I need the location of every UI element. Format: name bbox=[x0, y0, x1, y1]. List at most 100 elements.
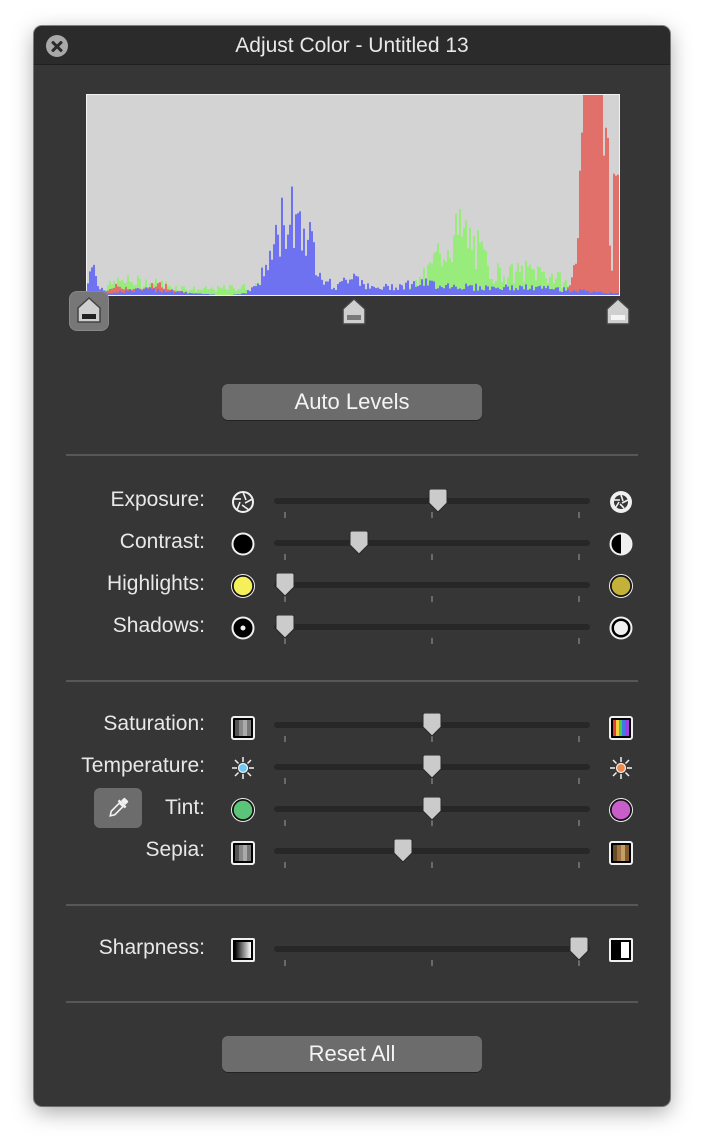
handle-shape bbox=[342, 297, 366, 325]
green-channel-bar bbox=[145, 279, 147, 295]
blue-channel-bar bbox=[371, 286, 373, 295]
red-channel-bar bbox=[591, 95, 593, 295]
sepia-slider[interactable] bbox=[274, 848, 590, 854]
green-channel-bar bbox=[131, 282, 133, 295]
green-channel-bar bbox=[533, 269, 535, 295]
blue-channel-bar bbox=[339, 281, 341, 295]
blue-channel-bar bbox=[233, 294, 235, 295]
red-channel-bar bbox=[569, 285, 571, 295]
contrast-slider-thumb[interactable] bbox=[348, 530, 370, 555]
sharpness-slider-thumb[interactable] bbox=[568, 936, 590, 961]
red-channel-bar bbox=[151, 283, 153, 295]
sharp-square-icon bbox=[609, 938, 633, 962]
temperature-slider-thumb[interactable] bbox=[421, 754, 443, 779]
green-channel-bar bbox=[543, 271, 545, 295]
reset-all-button[interactable]: Reset All bbox=[222, 1036, 482, 1072]
close-icon[interactable] bbox=[46, 35, 68, 57]
blue-channel-bar bbox=[415, 286, 417, 295]
blue-channel-bar bbox=[189, 292, 191, 295]
green-channel-bar bbox=[245, 289, 247, 295]
blue-channel-bar bbox=[477, 290, 479, 295]
slider-tick bbox=[284, 554, 286, 560]
blue-channel-bar bbox=[311, 231, 313, 295]
shadows-slider[interactable] bbox=[274, 624, 590, 630]
red-channel-bar bbox=[571, 277, 573, 295]
saturation-slider-thumb[interactable] bbox=[421, 712, 443, 737]
blue-channel-bar bbox=[517, 289, 519, 295]
green-channel-bar bbox=[219, 287, 221, 295]
blue-channel-bar bbox=[357, 276, 359, 295]
blue-channel-bar bbox=[617, 293, 619, 295]
blue-channel-bar bbox=[115, 292, 117, 295]
blue-channel-bar bbox=[411, 284, 413, 295]
blue-channel-bar bbox=[239, 294, 241, 295]
shadows-slider-thumb[interactable] bbox=[274, 614, 296, 639]
blue-channel-bar bbox=[577, 292, 579, 295]
highlights-label: Highlights: bbox=[106, 572, 205, 595]
blue-channel-bar bbox=[261, 267, 263, 295]
green-channel-bar bbox=[221, 288, 223, 295]
blue-channel-bar bbox=[553, 289, 555, 295]
blue-channel-bar bbox=[205, 293, 207, 295]
blue-channel-bar bbox=[491, 286, 493, 295]
blue-channel-bar bbox=[501, 289, 503, 295]
auto-levels-button[interactable]: Auto Levels bbox=[222, 384, 482, 420]
blue-channel-bar bbox=[607, 293, 609, 295]
blue-channel-bar bbox=[337, 284, 339, 295]
green-channel-bar bbox=[469, 227, 471, 295]
slider-tick bbox=[578, 638, 580, 644]
blue-channel-bar bbox=[473, 290, 475, 295]
red-channel-bar bbox=[615, 175, 617, 295]
green-channel-bar bbox=[199, 289, 201, 295]
red-channel-bar bbox=[577, 238, 579, 295]
blue-channel-bar bbox=[471, 285, 473, 295]
blue-channel-bar bbox=[135, 288, 137, 295]
slider-tick bbox=[431, 596, 433, 602]
gray-point-handle[interactable] bbox=[341, 297, 367, 326]
green-channel-bar bbox=[529, 264, 531, 295]
blue-channel-bar bbox=[413, 281, 415, 295]
blue-channel-bar bbox=[335, 290, 337, 295]
blue-channel-bar bbox=[367, 283, 369, 295]
blue-channel-bar bbox=[123, 292, 125, 295]
green-channel-bar bbox=[181, 286, 183, 295]
blue-channel-bar bbox=[525, 284, 527, 295]
blue-channel-bar bbox=[575, 291, 577, 295]
slider-tick bbox=[284, 820, 286, 826]
blue-channel-bar bbox=[237, 294, 239, 295]
blue-channel-bar bbox=[351, 279, 353, 295]
blue-channel-bar bbox=[213, 294, 215, 295]
exposure-slider-thumb[interactable] bbox=[427, 488, 449, 513]
divider bbox=[66, 454, 638, 456]
green-channel-bar bbox=[507, 277, 509, 295]
highlights-slider[interactable] bbox=[274, 582, 590, 588]
green-channel-bar bbox=[235, 290, 237, 295]
eyedropper-button[interactable] bbox=[94, 788, 142, 828]
green-channel-bar bbox=[539, 267, 541, 295]
green-channel-bar bbox=[195, 291, 197, 295]
blue-channel-bar bbox=[155, 292, 157, 295]
green-channel-bar bbox=[225, 289, 227, 295]
green-channel-bar bbox=[475, 268, 477, 295]
blue-channel-bar bbox=[581, 290, 583, 295]
white-point-handle[interactable] bbox=[605, 297, 631, 326]
contrast-slider[interactable] bbox=[274, 540, 590, 546]
black-point-handle[interactable] bbox=[70, 292, 108, 330]
highlights-slider-thumb[interactable] bbox=[274, 572, 296, 597]
slider-tick bbox=[431, 512, 433, 518]
blue-channel-bar bbox=[273, 244, 275, 295]
blue-channel-bar bbox=[383, 286, 385, 295]
shadows-label: Shadows: bbox=[112, 614, 205, 637]
blue-channel-bar bbox=[409, 289, 411, 295]
sepia-slider-thumb[interactable] bbox=[392, 838, 414, 863]
window-title: Adjust Color - Untitled 13 bbox=[235, 34, 469, 57]
blue-channel-bar bbox=[505, 284, 507, 295]
blue-channel-bar bbox=[523, 289, 525, 295]
green-channel-bar bbox=[515, 271, 517, 295]
green-channel-bar bbox=[207, 289, 209, 295]
blue-channel-bar bbox=[195, 293, 197, 295]
sharpness-slider[interactable] bbox=[274, 946, 590, 952]
blue-channel-bar bbox=[545, 288, 547, 295]
red-channel-bar bbox=[599, 95, 601, 295]
tint-slider-thumb[interactable] bbox=[421, 796, 443, 821]
